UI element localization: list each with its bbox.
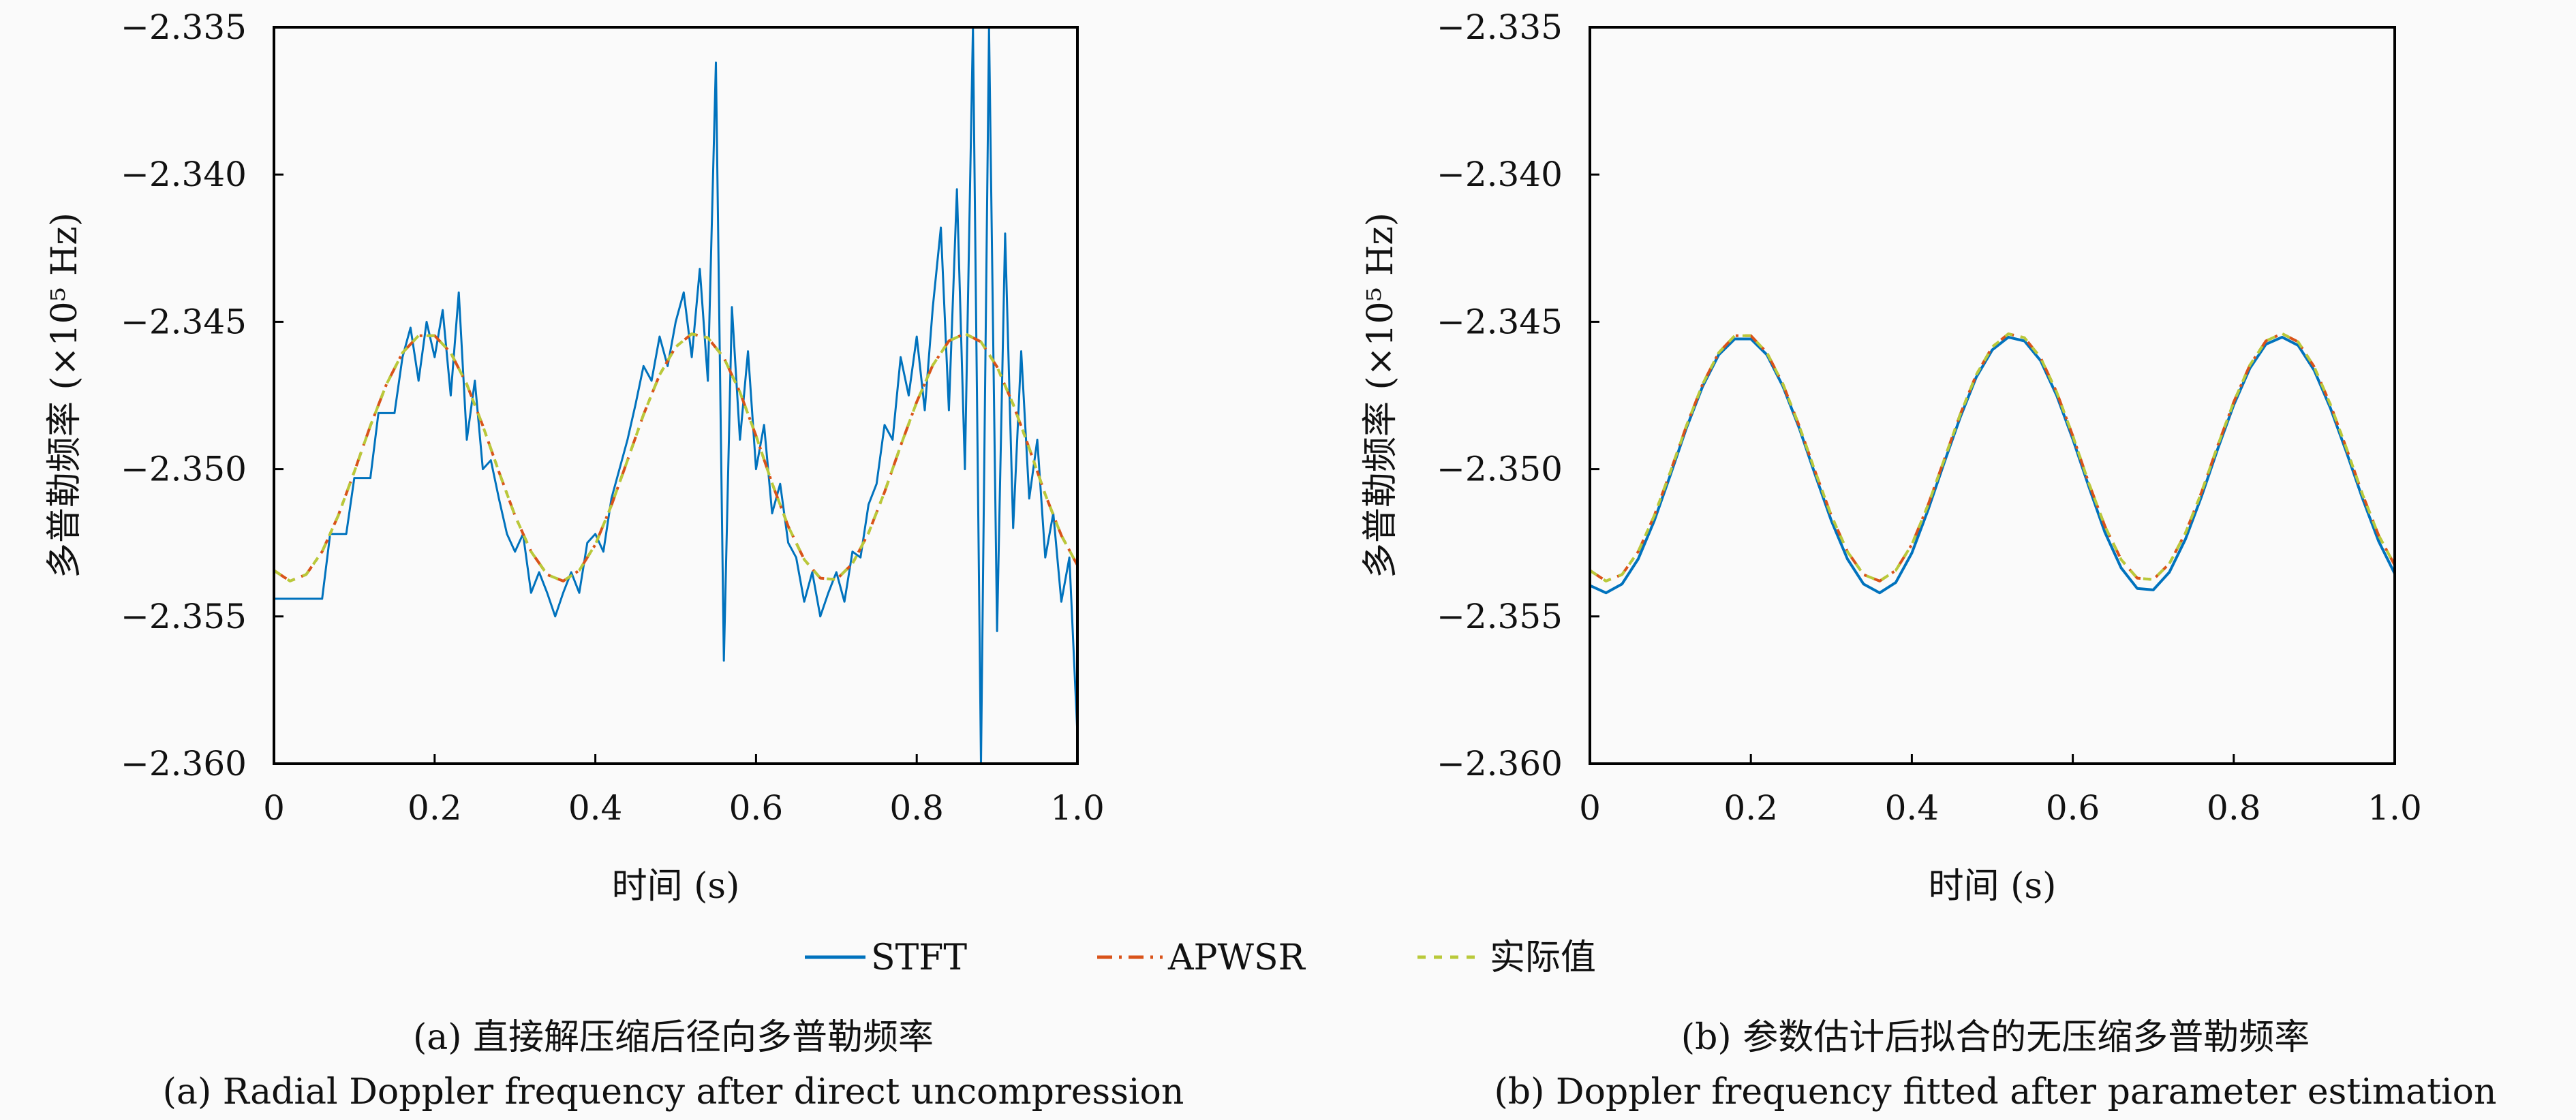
x-tick-label: 0.4 [1885, 788, 1939, 828]
x-tick-label: 1.0 [1050, 788, 1105, 828]
y-axis-title: 多普勒频率 (×10⁵ Hz) [1360, 213, 1401, 578]
y-tick-label: −2.355 [121, 597, 247, 636]
legend-label-apwsr: APWSR [1167, 937, 1306, 978]
series-line-apwsr [1590, 332, 2395, 582]
x-tick-label: 0.2 [1723, 788, 1778, 828]
chart-panel-a: 0 0.2 0.4 0.6 0.8 1.0 −2.335 −2.340 −2.345 −2.350… [44, 7, 1105, 907]
y-tick-label: −2.350 [1437, 450, 1563, 489]
y-tick-label: −2.345 [121, 302, 247, 341]
x-axis-title: 时间 (s) [1929, 866, 2057, 907]
y-tick-label: −2.335 [1437, 7, 1563, 47]
y-tick-label: −2.345 [1437, 302, 1563, 341]
y-tick-label: −2.340 [1437, 155, 1563, 194]
series-line-apwsr [274, 332, 1077, 582]
x-axis-title: 时间 (s) [612, 866, 740, 907]
caption-b-en: (b) Doppler frequency fitted after param… [1494, 1072, 2497, 1113]
series-line-stft [1590, 335, 2395, 595]
x-tick-label: 0.4 [568, 788, 623, 828]
series-line-actual [1590, 332, 2395, 582]
x-tick-label: 0.8 [889, 788, 944, 828]
chart-panel-b: 0 0.2 0.4 0.6 0.8 1.0 −2.335 −2.340 −2.345 −2.350… [1360, 7, 2422, 907]
legend-label-stft: STFT [871, 937, 967, 978]
legend: STFT APWSR 实际值 [805, 937, 1596, 978]
y-tick-label: −2.360 [121, 744, 247, 783]
x-tick-label: 0 [263, 788, 285, 828]
y-tick-label: −2.340 [121, 155, 247, 194]
x-tick-label: 1.0 [2367, 788, 2422, 828]
y-tick-label: −2.360 [1437, 744, 1563, 783]
x-tick-label: 0.2 [408, 788, 462, 828]
caption-b-cn: (b) 参数估计后拟合的无压缩多普勒频率 [1681, 1017, 2310, 1058]
x-tick-label: 0.6 [2046, 788, 2100, 828]
y-axis-title: 多普勒频率 (×10⁵ Hz) [44, 213, 85, 578]
axes-frame [1589, 26, 2396, 765]
x-tick-label: 0.6 [729, 788, 784, 828]
series-line-actual [274, 332, 1077, 582]
axes-frame [273, 26, 1079, 765]
caption-a-cn: (a) 直接解压缩后径向多普勒频率 [413, 1017, 934, 1058]
caption-a-en: (a) Radial Doppler frequency after direc… [163, 1072, 1184, 1113]
series-line-stft [274, 27, 1077, 764]
y-tick-label: −2.335 [121, 7, 247, 47]
x-tick-label: 0 [1579, 788, 1601, 828]
y-tick-label: −2.350 [121, 450, 247, 489]
legend-label-actual: 实际值 [1490, 937, 1596, 978]
x-tick-label: 0.8 [2207, 788, 2261, 828]
y-tick-label: −2.355 [1437, 597, 1563, 636]
